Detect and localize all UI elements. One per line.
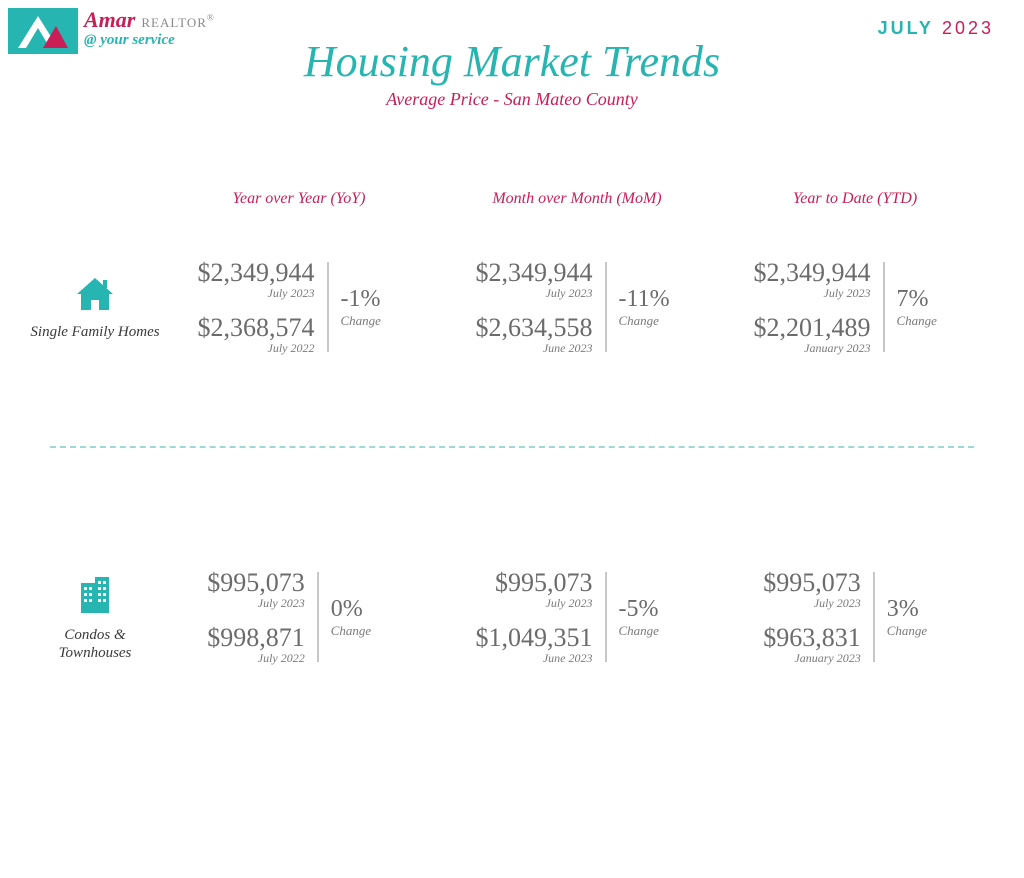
compare-label: June 2023 [476,341,593,356]
separator [605,262,607,352]
compare-value: $2,368,574 [198,313,315,343]
change-block: 3% Change [887,596,947,639]
building-icon [75,573,115,617]
change-label: Change [897,313,957,329]
metric-ytd: $995,073 July 2023 $963,831 January 2023… [716,568,994,666]
page-subtitle: Average Price - San Mateo County [0,89,1024,110]
value-pair: $995,073 July 2023 $963,831 January 2023 [763,568,861,666]
metric-mom: $2,349,944 July 2023 $2,634,558 June 202… [438,258,716,356]
change-block: -11% Change [619,286,679,329]
compare-label: January 2023 [763,651,861,666]
brand-tagline: @ your service [84,32,214,49]
change-value: 3% [887,596,947,623]
metric-ytd: $2,349,944 July 2023 $2,201,489 January … [716,258,994,356]
change-block: -5% Change [619,596,679,639]
compare-label: July 2022 [198,341,315,356]
date-month: JULY [878,18,934,38]
section-condos: Condos & Townhouses $995,073 July 2023 $… [0,568,1024,666]
category-block: Single Family Homes [30,274,160,341]
change-label: Change [619,313,679,329]
current-label: July 2023 [754,286,871,301]
separator [317,572,319,662]
compare-label: June 2023 [476,651,593,666]
compare-value: $2,634,558 [476,313,593,343]
current-value: $2,349,944 [754,258,871,288]
date-block: JULY 2023 [878,18,994,39]
change-value: -1% [341,286,401,313]
compare-label: January 2023 [754,341,871,356]
brand-name: Amar [84,7,135,32]
separator [605,572,607,662]
separator [873,572,875,662]
current-label: July 2023 [476,286,593,301]
metric-yoy: $2,349,944 July 2023 $2,368,574 July 202… [160,258,438,356]
date-year: 2023 [942,18,994,38]
change-value: 0% [331,596,391,623]
value-pair: $2,349,944 July 2023 $2,201,489 January … [754,258,871,356]
change-block: 0% Change [331,596,391,639]
current-value: $995,073 [207,568,305,598]
current-label: July 2023 [476,596,593,611]
change-value: 7% [897,286,957,313]
change-label: Change [619,623,679,639]
current-label: July 2023 [207,596,305,611]
brand-reg: ® [207,13,214,23]
separator [327,262,329,352]
metric-mom: $995,073 July 2023 $1,049,351 June 2023 … [438,568,716,666]
compare-value: $2,201,489 [754,313,871,343]
logo-icon [8,8,78,54]
section-single-family: Single Family Homes $2,349,944 July 2023… [0,258,1024,356]
col-head-yoy: Year over Year (YoY) [160,190,438,208]
current-value: $2,349,944 [198,258,315,288]
compare-value: $1,049,351 [476,623,593,653]
logo-text: Amar REALTOR® @ your service [84,8,214,49]
change-label: Change [331,623,391,639]
current-label: July 2023 [198,286,315,301]
category-label: Single Family Homes [30,323,160,341]
change-label: Change [341,313,401,329]
change-value: -11% [619,286,679,313]
value-pair: $2,349,944 July 2023 $2,368,574 July 202… [198,258,315,356]
value-pair: $995,073 July 2023 $998,871 July 2022 [207,568,305,666]
compare-value: $963,831 [763,623,861,653]
col-head-ytd: Year to Date (YTD) [716,190,994,208]
compare-value: $998,871 [207,623,305,653]
compare-label: July 2022 [207,651,305,666]
current-value: $2,349,944 [476,258,593,288]
category-block: Condos & Townhouses [30,573,160,662]
value-pair: $995,073 July 2023 $1,049,351 June 2023 [476,568,593,666]
change-label: Change [887,623,947,639]
current-value: $995,073 [763,568,861,598]
value-pair: $2,349,944 July 2023 $2,634,558 June 202… [476,258,593,356]
change-block: 7% Change [897,286,957,329]
separator [883,262,885,352]
col-head-mom: Month over Month (MoM) [438,190,716,208]
category-label: Condos & Townhouses [30,626,160,662]
change-block: -1% Change [341,286,401,329]
current-value: $995,073 [476,568,593,598]
column-headers: Year over Year (YoY) Month over Month (M… [0,190,1024,208]
logo-block: Amar REALTOR® @ your service [8,8,214,54]
home-icon [73,274,117,314]
metrics-wrap: $2,349,944 July 2023 $2,368,574 July 202… [160,258,994,356]
metrics-wrap: $995,073 July 2023 $998,871 July 2022 0%… [160,568,994,666]
change-value: -5% [619,596,679,623]
section-divider [50,446,974,448]
metric-yoy: $995,073 July 2023 $998,871 July 2022 0%… [160,568,438,666]
brand-suffix: REALTOR [141,15,207,30]
current-label: July 2023 [763,596,861,611]
